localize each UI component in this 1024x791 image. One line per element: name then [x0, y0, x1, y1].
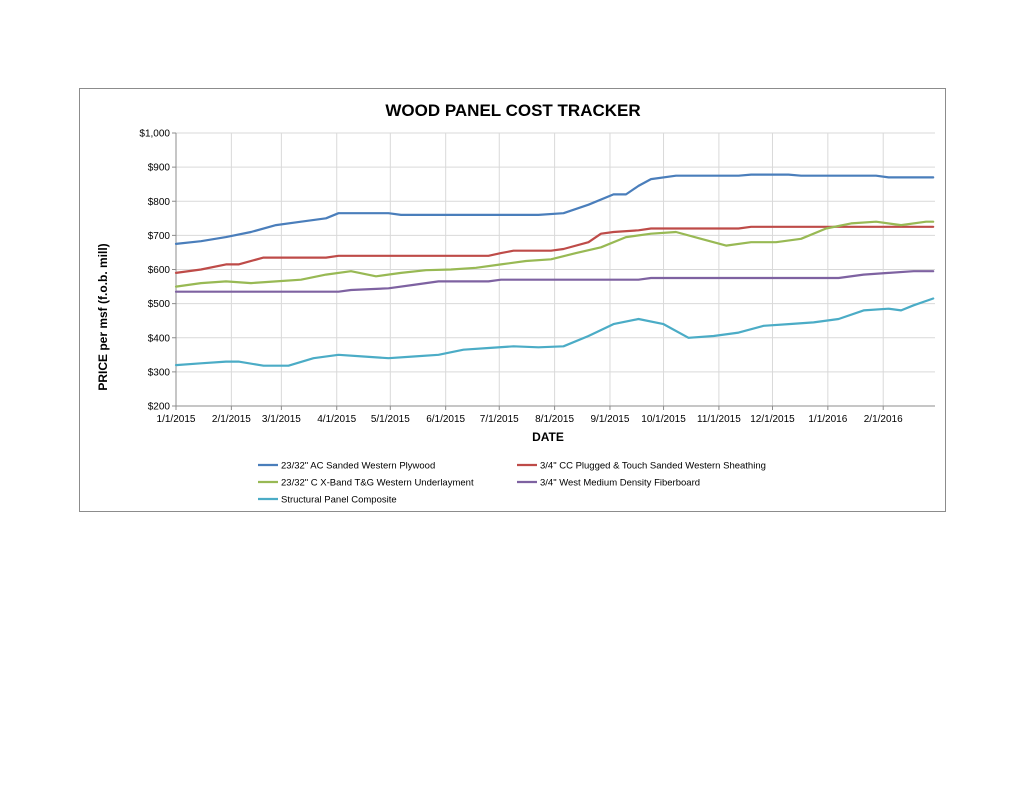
x-tick-label: 11/1/2015: [697, 414, 741, 425]
x-tick-label: 9/1/2015: [591, 414, 630, 425]
x-tick-label: 7/1/2015: [480, 414, 519, 425]
y-tick-label: $600: [148, 265, 171, 276]
y-tick-label: $700: [148, 231, 171, 242]
x-tick-label: 10/1/2015: [641, 414, 686, 425]
x-tick-label: 12/1/2015: [750, 414, 795, 425]
y-tick-label: $900: [148, 163, 171, 174]
y-tick-label: $500: [148, 299, 171, 310]
series-line-2: [174, 225, 935, 274]
chart-frame: WOOD PANEL COST TRACKER $200 $300 $400 $500…: [79, 88, 946, 512]
series-line-3: [174, 220, 935, 288]
gridlines: [175, 132, 935, 407]
legend: 23/32" AC Sanded Western Plywood 3/4" CC …: [258, 461, 766, 506]
y-tick-label: $200: [148, 402, 171, 413]
legend-label-3: 23/32" C X-Band T&G Western Underlayment: [281, 478, 474, 489]
series-line-1: [174, 173, 935, 245]
x-tick-label: 1/1/2015: [157, 414, 196, 425]
y-tick-label: $300: [148, 367, 171, 378]
y-tick-label: $1,000: [139, 129, 170, 140]
series-line-4: [174, 270, 935, 293]
x-axis-title: DATE: [532, 430, 564, 444]
legend-label-1: 23/32" AC Sanded Western Plywood: [281, 461, 435, 472]
y-tick-label: $800: [148, 197, 171, 208]
x-tick-label: 4/1/2015: [317, 414, 356, 425]
y-axis-title: PRICE per msf (f.o.b. mill): [96, 243, 110, 390]
axes: $200 $300 $400 $500 $600 $700 $800 $900 $1,000 1/…: [139, 129, 935, 425]
x-tick-label: 5/1/2015: [371, 414, 410, 425]
series-lines: [174, 173, 935, 367]
x-tick-label: 2/1/2016: [864, 414, 903, 425]
legend-label-4: 3/4" West Medium Density Fiberboard: [540, 478, 700, 489]
x-tick-label: 8/1/2015: [535, 414, 574, 425]
chart-title: WOOD PANEL COST TRACKER: [385, 101, 640, 120]
x-tick-label: 6/1/2015: [426, 414, 465, 425]
series-line-5: [174, 297, 935, 367]
y-tick-label: $400: [148, 333, 171, 344]
legend-label-5: Structural Panel Composite: [281, 495, 397, 506]
x-tick-label: 2/1/2015: [212, 414, 251, 425]
line-chart: WOOD PANEL COST TRACKER $200 $300 $400 $500…: [96, 101, 935, 506]
x-tick-label: 1/1/2016: [808, 414, 847, 425]
legend-label-2: 3/4" CC Plugged & Touch Sanded Western S…: [540, 461, 766, 472]
x-tick-label: 3/1/2015: [262, 414, 301, 425]
